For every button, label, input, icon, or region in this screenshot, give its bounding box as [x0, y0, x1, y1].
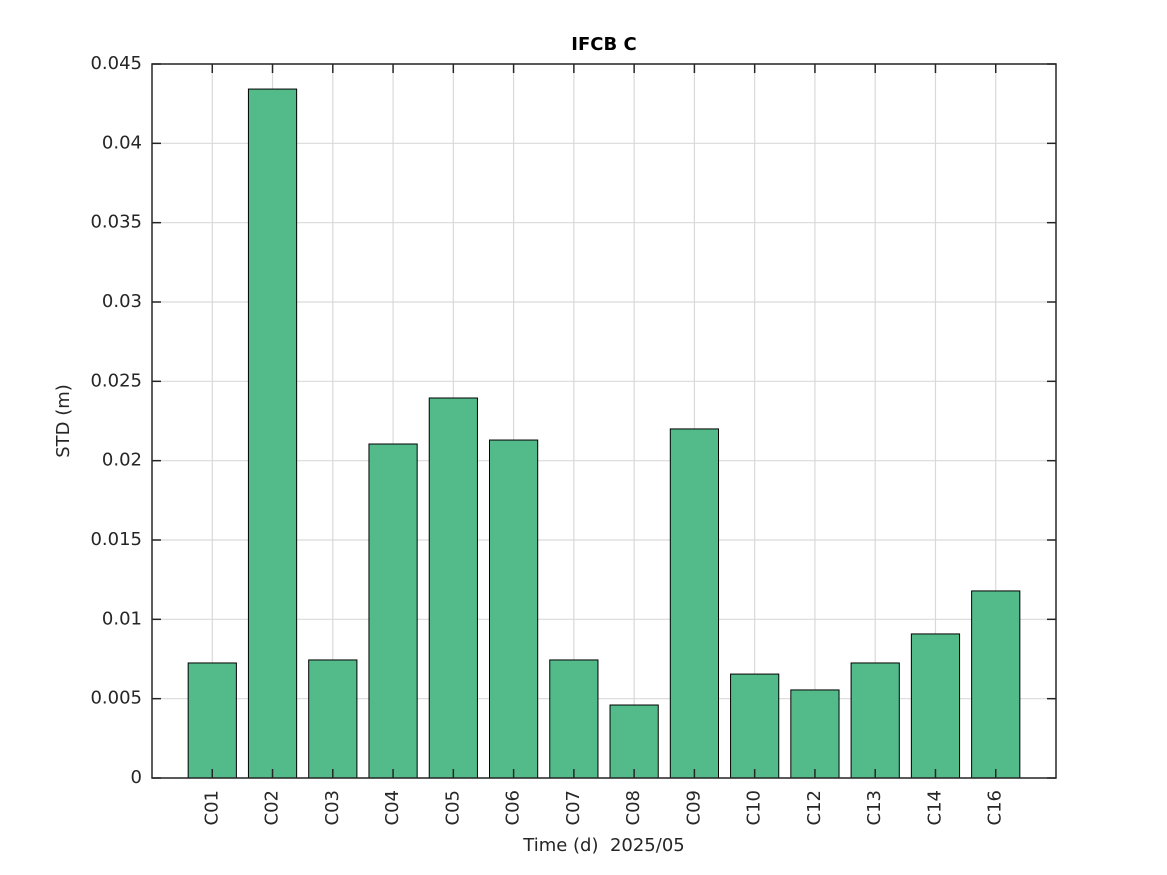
x-tick-label: C04: [382, 790, 403, 825]
bar: [910, 633, 961, 779]
x-tick-label: C09: [683, 790, 704, 825]
y-tick-label: 0.01: [102, 608, 142, 629]
x-axis-label: Time (d) 2025/05: [522, 835, 684, 856]
y-axis-label: STD (m): [53, 384, 74, 458]
bar: [609, 704, 659, 779]
bar: [187, 662, 237, 779]
x-tick-label: C08: [623, 790, 644, 825]
x-tick-label: C03: [322, 790, 343, 825]
bar: [850, 662, 900, 779]
y-tick-label: 0.03: [102, 291, 142, 312]
x-tick-label: C01: [201, 790, 222, 825]
chart-title: IFCB C: [571, 34, 636, 55]
bar: [549, 659, 599, 779]
bar: [971, 590, 1021, 779]
y-tick-label: 0.005: [90, 688, 142, 709]
x-tick-label: C13: [864, 790, 885, 825]
x-tick-label: C12: [804, 790, 825, 825]
x-tick-label: C02: [262, 790, 283, 825]
y-tick-label: 0.015: [90, 529, 142, 550]
bar: [488, 439, 539, 779]
y-tick-label: 0.045: [90, 53, 142, 74]
y-tick-label: 0: [131, 767, 142, 788]
bar: [368, 443, 418, 779]
x-tick-label: C07: [563, 790, 584, 825]
y-tick-label: 0.035: [90, 212, 142, 233]
x-tick-label: C06: [503, 790, 524, 825]
bar: [308, 659, 358, 779]
y-tick-label: 0.025: [90, 370, 142, 391]
bar: [247, 88, 298, 779]
bar: [669, 428, 720, 779]
x-tick-label: C10: [744, 790, 765, 825]
y-tick-label: 0.02: [102, 450, 142, 471]
x-tick-label: C05: [442, 790, 463, 825]
x-tick-label: C16: [985, 790, 1006, 825]
bar: [730, 673, 780, 779]
axes-box: [151, 63, 1057, 779]
x-tick-label: C14: [924, 790, 945, 825]
bar: [428, 397, 478, 779]
bar: [790, 689, 840, 779]
y-tick-label: 0.04: [102, 132, 142, 153]
